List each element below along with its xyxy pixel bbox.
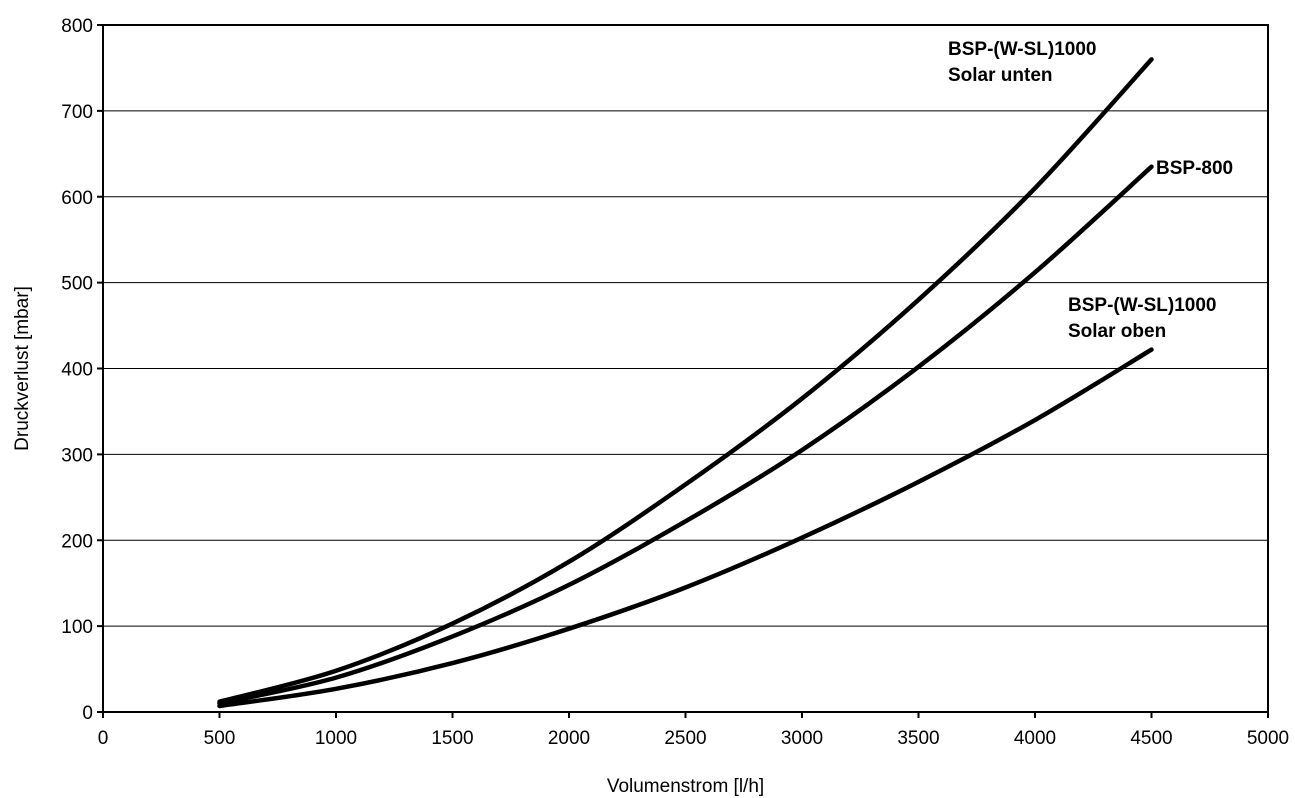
series-label-3: BSP-(W-SL)1000 [1068, 295, 1216, 316]
series-label-2: BSP-800 [1156, 158, 1233, 179]
x-tick-label: 3500 [897, 728, 939, 749]
x-axis-ticks: 0 500 1000 1500 2000 2500 3000 3500 4000 4500 5000 [98, 712, 1289, 749]
series-label-1: Solar unten [948, 65, 1053, 86]
x-tick-label: 4000 [1014, 728, 1056, 749]
y-tick-label: 700 [61, 102, 93, 123]
y-axis-title: Druckverlust [mbar] [12, 286, 33, 451]
y-axis-ticks: 0 100 200 300 400 500 600 700 800 [61, 16, 103, 724]
x-tick-label: 4500 [1130, 728, 1172, 749]
x-tick-label: 2000 [548, 728, 590, 749]
series-label-1: BSP-(W-SL)1000 [948, 39, 1096, 60]
x-tick-label: 500 [204, 728, 236, 749]
x-tick-label: 2500 [664, 728, 706, 749]
y-tick-label: 600 [61, 188, 93, 209]
series-line-2 [217, 164, 1154, 706]
x-tick-label: 1500 [431, 728, 473, 749]
series-labels: BSP-(W-SL)1000 Solar unten BSP-800 BSP-(W-S… [948, 39, 1233, 342]
y-tick-label: 100 [61, 617, 93, 638]
y-tick-label: 500 [61, 274, 93, 295]
grid-lines [103, 110, 1268, 627]
y-tick-label: 300 [61, 445, 93, 466]
x-axis-title: Volumenstrom [l/h] [607, 776, 764, 797]
series-line-3 [217, 347, 1154, 709]
series-lines [217, 57, 1154, 709]
y-tick-label: 800 [61, 16, 93, 37]
x-tick-label: 5000 [1247, 728, 1289, 749]
x-tick-label: 3000 [781, 728, 823, 749]
y-tick-label: 200 [61, 531, 93, 552]
x-tick-label: 0 [98, 728, 109, 749]
series-line-1 [217, 57, 1154, 704]
x-tick-label: 1000 [315, 728, 357, 749]
y-tick-label: 0 [82, 703, 93, 724]
y-tick-label: 400 [61, 360, 93, 381]
series-label-3: Solar oben [1068, 321, 1166, 342]
